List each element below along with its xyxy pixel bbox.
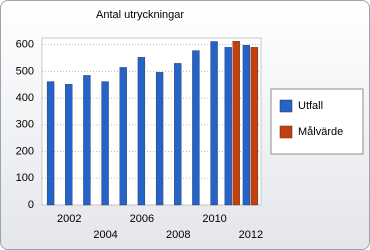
x-tick-label: 2010: [202, 213, 226, 225]
y-tick-label: 400: [16, 92, 34, 104]
bar: [119, 67, 127, 206]
x-tick-label: 2006: [130, 213, 154, 225]
x-tick-label: 2008: [166, 229, 190, 241]
x-tick-label: 2002: [57, 213, 81, 225]
bar: [83, 75, 91, 206]
y-tick-label: 500: [16, 65, 34, 77]
bar: [137, 57, 146, 206]
legend-label: Utfall: [298, 100, 323, 112]
y-tick-label: 300: [16, 119, 34, 131]
bar: [210, 41, 218, 206]
bar: [174, 63, 182, 206]
legend-label: Målvärde: [298, 126, 343, 138]
legend-swatch: [279, 99, 293, 113]
y-tick-label: 200: [16, 145, 34, 157]
bar: [232, 41, 240, 206]
bar: [250, 47, 259, 206]
bar: [242, 45, 251, 206]
x-tick-label: 2004: [93, 229, 117, 241]
bar: [65, 84, 73, 206]
bar: [192, 50, 200, 206]
bar: [155, 72, 164, 206]
bar: [224, 47, 232, 206]
y-tick-label: 600: [16, 39, 34, 51]
plot-area: [41, 37, 262, 206]
legend: [270, 88, 364, 155]
y-tick-label: 0: [28, 199, 34, 211]
bar: [101, 81, 109, 206]
chart-title: Antal utryckningar: [96, 9, 184, 21]
legend-swatch: [279, 125, 293, 139]
y-tick-label: 100: [16, 172, 34, 184]
x-tick-label: 2012: [239, 229, 263, 241]
bar: [46, 81, 55, 206]
